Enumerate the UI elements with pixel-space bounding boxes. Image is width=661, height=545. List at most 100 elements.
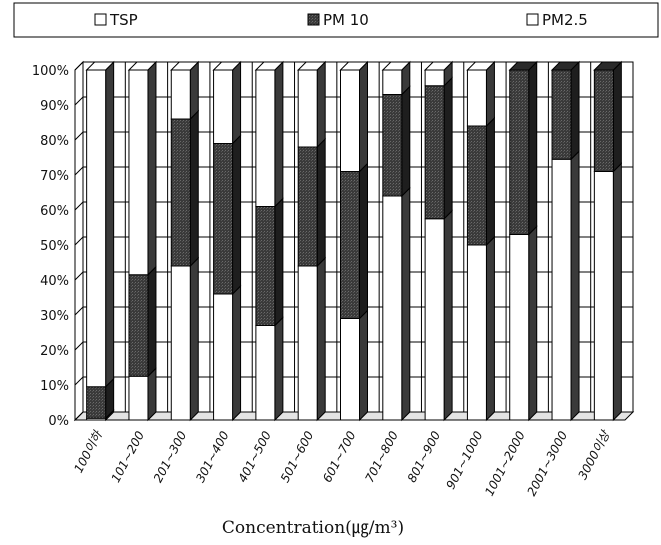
bar-segment-tsp — [382, 195, 403, 421]
x-tick-label: 901~1000 — [443, 429, 485, 492]
bar-segment-pm25 — [128, 69, 149, 276]
bar-top — [339, 61, 369, 71]
x-tick-label: 201~300 — [151, 429, 190, 485]
bar-stack — [593, 60, 623, 422]
bar-side-pm10 — [316, 137, 326, 268]
bar-side-pm10 — [147, 265, 157, 378]
bar-segment-pm25 — [340, 69, 360, 172]
bar-top — [254, 61, 285, 71]
bar-side-pm25 — [105, 60, 115, 388]
legend-label-pm25: PM2.5 — [542, 11, 588, 29]
bar-side-pm25 — [189, 60, 199, 121]
y-tick-label: 90% — [40, 99, 69, 114]
bar-side-pm10 — [359, 162, 368, 320]
bar-segment-pm25 — [424, 69, 445, 87]
y-tick-label: 0% — [48, 414, 69, 429]
bar-side-pm10 — [232, 134, 242, 296]
y-tick-label: 20% — [40, 344, 69, 359]
bar-top — [466, 61, 496, 71]
bar-segment-pm10 — [170, 118, 191, 267]
x-tick-label: 101~200 — [109, 429, 148, 485]
y-tick-label: 50% — [40, 239, 69, 254]
bar-segment-tsp — [593, 171, 614, 421]
bar-stack — [381, 60, 412, 422]
bar-side-pm25 — [274, 60, 284, 208]
x-tick-label: 1001~2000 — [482, 429, 528, 499]
bar-stack — [466, 60, 496, 422]
bar-segment-pm25 — [382, 69, 403, 95]
bar-side-tsp — [485, 235, 495, 422]
bar-segment-pm25 — [255, 69, 276, 207]
bar-segment-pm10 — [509, 69, 530, 235]
bar-segment-tsp — [466, 244, 487, 421]
bar-top — [508, 61, 538, 71]
x-tick-label: 501~600 — [278, 429, 317, 485]
bar-side-pm10 — [274, 197, 284, 327]
y-tick-label: 10% — [40, 379, 69, 394]
y-tick-label: 60% — [40, 204, 69, 219]
bar-segment-tsp — [551, 158, 572, 421]
bar-side-pm25 — [147, 60, 157, 276]
bar-stack — [85, 60, 115, 422]
bar-side-pm10 — [570, 60, 580, 161]
bar-side-pm25 — [316, 60, 326, 149]
bar-top — [85, 61, 115, 71]
x-tick-label: 301~400 — [193, 429, 232, 485]
bar-top — [381, 61, 412, 71]
legend-swatch-tsp — [94, 13, 107, 26]
bar-segment-pm10 — [128, 274, 149, 377]
x-tick-label: 3000이상 — [575, 427, 613, 482]
bar-segment-pm25 — [170, 69, 191, 120]
bar-stack — [296, 60, 327, 422]
y-tick-label: 40% — [40, 274, 69, 289]
bar-side-tsp — [612, 162, 622, 422]
bar-segment-tsp — [170, 265, 191, 421]
bar-side-pm10 — [612, 60, 622, 173]
bar-segment-pm10 — [424, 85, 445, 220]
bar-segment-pm25 — [466, 69, 487, 127]
bar-segment-tsp — [297, 265, 318, 421]
y-tick-label: 70% — [40, 169, 69, 184]
bars — [85, 60, 623, 422]
x-axis-ticks: 100이하 101~200 201~300 301~400 401~500 501~600… — [71, 427, 613, 498]
bar-stack — [423, 60, 454, 422]
bar-side-tsp — [232, 284, 242, 422]
legend-swatch-pm25 — [526, 13, 539, 26]
bar-side-pm25 — [232, 60, 242, 145]
bar-side-pm10 — [443, 76, 453, 220]
bar-top — [550, 61, 581, 71]
bar-side-tsp — [147, 367, 157, 422]
bar-side-tsp — [443, 209, 453, 422]
bar-stack — [127, 60, 158, 422]
y-tick-label: 80% — [40, 134, 69, 149]
bar-stack — [508, 60, 538, 422]
bar-segment-pm10 — [86, 386, 107, 419]
bar-segment-pm25 — [297, 69, 318, 148]
bar-side-tsp — [189, 256, 199, 422]
y-tick-label: 100% — [32, 64, 69, 79]
bar-segment-pm10 — [213, 143, 234, 295]
bar-segment-tsp — [340, 318, 360, 421]
bar-stack — [339, 60, 369, 422]
bar-stack — [212, 60, 242, 422]
bar-stack — [550, 60, 581, 422]
bar-side-pm25 — [485, 60, 495, 128]
bar-side-tsp — [570, 150, 580, 422]
y-axis-ticks: 0% 10% 20% 30% 40% 50% 60% 70% 80% 90% 100% — [32, 64, 69, 429]
legend-frame — [13, 2, 659, 38]
x-tick-label: 601~700 — [320, 429, 359, 485]
bar-segment-pm10 — [551, 69, 572, 160]
bar-segment-pm10 — [382, 94, 403, 197]
bar-side-pm10 — [528, 60, 538, 236]
bar-side-pm10 — [485, 116, 495, 247]
bar-top — [296, 61, 327, 71]
bar-top — [127, 61, 158, 71]
bar-segment-tsp — [213, 293, 234, 421]
legend-swatch-pm10 — [307, 13, 320, 26]
bar-segment-pm25 — [213, 69, 234, 144]
y-tick-label: 30% — [40, 309, 69, 324]
bar-side-tsp — [274, 316, 284, 422]
bar-segment-tsp — [424, 218, 445, 421]
bar-top — [593, 61, 623, 71]
